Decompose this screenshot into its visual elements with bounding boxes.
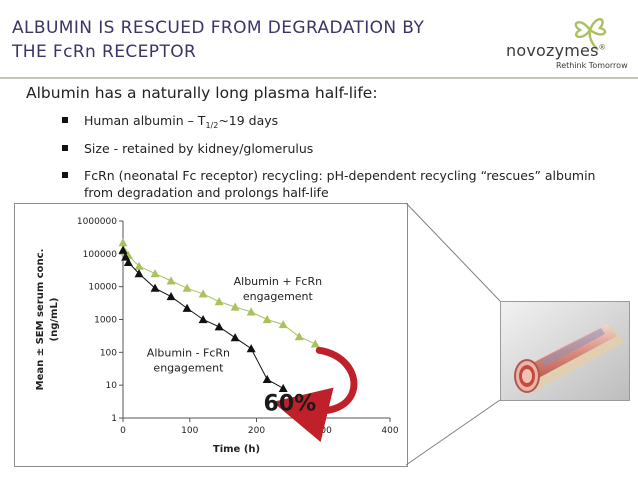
- data-point-triangle: [262, 374, 272, 383]
- y-tick-label: 1: [111, 414, 117, 424]
- novozymes-logo: novozymes® Rethink Tomorrow: [500, 8, 630, 70]
- y-tick-label: 100: [100, 348, 117, 358]
- bullet-square-icon: [62, 172, 68, 178]
- data-point-triangle: [198, 289, 208, 298]
- vessel-drawing: [501, 302, 629, 400]
- data-point-triangle: [166, 276, 176, 285]
- slide-title: ALBUMIN IS RESCUED FROM DEGRADATION BY T…: [12, 16, 502, 64]
- bullet-text: ~19 days: [218, 113, 279, 128]
- data-point-triangle: [118, 238, 128, 247]
- clover-leaf-icon: [574, 18, 607, 51]
- series-label-with-fcrn-line2: engagement: [243, 290, 314, 303]
- data-point-triangle: [123, 257, 133, 266]
- data-point-triangle: [246, 307, 256, 316]
- data-point-triangle: [198, 315, 208, 324]
- data-point-triangle: [278, 320, 288, 329]
- data-point-triangle: [310, 339, 320, 348]
- data-point-triangle: [246, 344, 256, 353]
- y-tick-label: 100000: [83, 250, 118, 260]
- percent-annotation: 60%: [264, 391, 317, 416]
- x-tick-label: 100: [181, 426, 198, 436]
- bullet-text: FcRn (neonatal Fc receptor) recycling: p…: [84, 168, 596, 200]
- data-point-triangle: [150, 269, 160, 278]
- x-tick-label: 300: [315, 426, 332, 436]
- y-tick-label: 10: [106, 381, 118, 391]
- logo-wordmark: novozymes®: [506, 41, 606, 60]
- data-point-triangle: [121, 252, 131, 261]
- bullet-text: Human albumin – T: [84, 113, 206, 128]
- section-heading: Albumin has a naturally long plasma half…: [26, 84, 378, 102]
- logo-registered: ®: [598, 43, 606, 52]
- y-tick-label: 1000: [94, 316, 117, 326]
- bullet-list: Human albumin – T1/2~19 days Size - reta…: [58, 112, 618, 201]
- logo-tagline: Rethink Tomorrow: [556, 61, 628, 70]
- data-point-triangle: [230, 333, 240, 342]
- data-point-triangle: [166, 292, 176, 301]
- y-axis-title-units: (ng/mL): [49, 298, 60, 342]
- y-axis-title: Mean ± SEM serum conc.: [35, 249, 46, 391]
- blood-vessel-illustration: [500, 301, 630, 401]
- data-point-triangle: [134, 261, 144, 270]
- bullet-text: Size - retained by kidney/glomerulus: [84, 141, 314, 156]
- bullet-square-icon: [62, 117, 68, 123]
- data-point-triangle: [150, 283, 160, 292]
- logo-name-text: novozymes: [506, 41, 599, 60]
- header-divider: [0, 77, 638, 79]
- series-label-with-fcrn: Albumin + FcRn: [234, 275, 323, 288]
- chart-container: 1 10 100 1000 10000 100000 1000000 0 100 200 300 40…: [14, 203, 408, 467]
- x-tick-label: 200: [248, 426, 265, 436]
- bullet-item-size: Size - retained by kidney/glomerulus: [58, 140, 618, 157]
- data-point-triangle: [182, 303, 192, 312]
- bullet-item-fcrn: FcRn (neonatal Fc receptor) recycling: p…: [58, 167, 618, 201]
- x-tick-label: 400: [381, 426, 398, 436]
- slide-title-line2: THE FcRn RECEPTOR: [12, 42, 197, 62]
- series-label-without-fcrn-line2: engagement: [153, 361, 224, 374]
- bullet-subscript: 1/2: [205, 121, 219, 130]
- x-tick-label: 0: [120, 426, 126, 436]
- bullet-item-half-life: Human albumin – T1/2~19 days: [58, 112, 618, 134]
- pk-chart: 1 10 100 1000 10000 100000 1000000 0 100 200 300 40…: [35, 217, 399, 455]
- data-point-triangle: [134, 269, 144, 278]
- data-point-triangle: [230, 302, 240, 311]
- y-tick-label: 10000: [88, 283, 117, 293]
- series-label-without-fcrn: Albumin - FcRn: [147, 346, 230, 359]
- reduction-arrow: [272, 346, 358, 443]
- data-point-triangle: [294, 332, 304, 341]
- data-point-triangle: [118, 245, 128, 254]
- data-point-triangle: [214, 297, 224, 306]
- data-point-triangle: [182, 283, 192, 292]
- slide-title-line1: ALBUMIN IS RESCUED FROM DEGRADATION BY: [12, 18, 425, 38]
- x-axis-title: Time (h): [213, 444, 260, 455]
- data-point-triangle: [214, 322, 224, 331]
- bullet-square-icon: [62, 145, 68, 151]
- y-tick-label: 1000000: [77, 217, 117, 227]
- data-point-triangle: [262, 315, 272, 324]
- series-with-fcrn: [118, 238, 320, 348]
